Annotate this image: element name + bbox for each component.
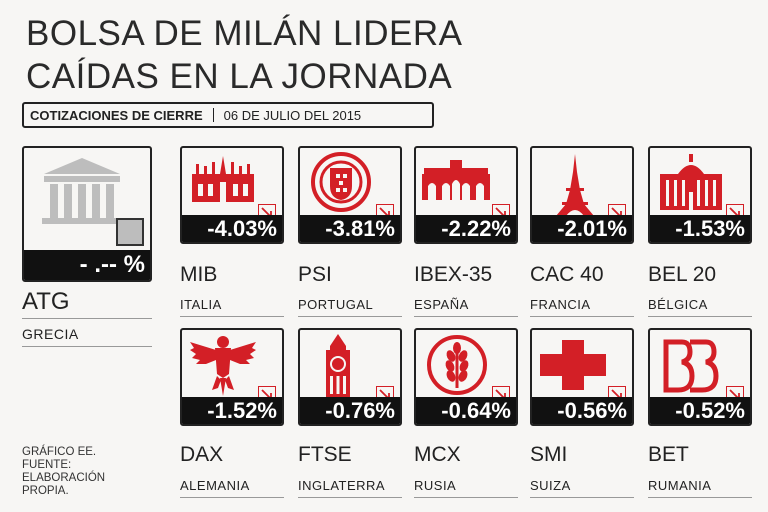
market-index-label: SMI [530,443,568,466]
portugal-shield-icon [311,152,371,212]
market-index-label: PSI [298,263,332,286]
market-card: -1.53% [648,146,752,244]
subheader: COTIZACIONES DE CIERRE 06 DE JULIO DEL 2… [22,102,434,128]
market-country: BÉLGICA [648,297,708,312]
atg-card: - .-- % [22,146,152,282]
divider [530,497,634,498]
subheader-label: COTIZACIONES DE CIERRE [30,107,203,123]
market-card: -1.52% [180,328,284,426]
divider [298,497,402,498]
market-card: -3.81% [298,146,402,244]
atg-change: - .-- % [24,250,150,280]
market-index-label: MIB [180,263,218,286]
divider [530,316,634,317]
credit-line: PROPIA. [22,485,69,497]
market-change: -4.03% [182,215,282,242]
divider [648,316,752,317]
source-credit: GRÁFICO EE. FUENTE: ELABORACIÓN PROPIA. [22,446,105,498]
divider [180,497,284,498]
market-card: -0.64% [414,328,518,426]
atg-country: GRECIA [22,326,79,342]
divider [22,346,152,347]
market-change: -1.52% [182,397,282,424]
subheader-date: 06 DE JULIO DEL 2015 [223,107,362,123]
belgian-palace-icon [660,154,722,210]
divider [414,316,518,317]
market-index-label: DAX [180,443,224,466]
german-eagle-icon [190,336,256,396]
market-country: RUMANIA [648,478,712,493]
market-change: -1.53% [650,215,750,242]
divider [298,316,402,317]
credit-line: FUENTE: [22,459,72,471]
title-line-1: BOLSA DE MILÁN LIDERA [26,14,463,53]
market-change: -3.81% [300,215,400,242]
market-change: -0.56% [532,397,632,424]
market-index-label: BET [648,443,689,466]
market-country: RUSIA [414,478,457,493]
divider [414,497,518,498]
neutral-indicator [116,218,144,246]
bet-logo-icon [663,339,719,393]
market-change: -2.22% [416,215,516,242]
market-index-label: BEL 20 [648,263,717,286]
market-index-label: FTSE [298,443,352,466]
credit-line: ELABORACIÓN [22,472,106,484]
market-country: SUIZA [530,478,571,493]
market-country: FRANCIA [530,297,591,312]
market-index-label: CAC 40 [530,263,604,286]
market-card: -4.03% [180,146,284,244]
divider [180,316,284,317]
big-ben-icon [326,334,350,398]
market-change: -0.64% [416,397,516,424]
title-line-2: CAÍDAS EN LA JORNADA [26,57,453,96]
market-country: ALEMANIA [180,478,250,493]
market-change: -2.01% [532,215,632,242]
market-country: ITALIA [180,297,222,312]
page-title: BOLSA DE MILÁN LIDERA CAÍDAS EN LA JORNA… [26,12,462,98]
divider [648,497,752,498]
credit-line: GRÁFICO EE. [22,446,97,458]
divider [22,318,152,319]
market-change: -0.52% [650,397,750,424]
eiffel-tower-icon [556,154,594,216]
market-index-label: IBEX-35 [414,263,493,286]
market-index-label: MCX [414,443,461,466]
market-country: ESPAÑA [414,297,469,312]
market-card: -2.22% [414,146,518,244]
wheat-emblem-icon [427,335,487,395]
market-card: -0.76% [298,328,402,426]
puerta-alcala-icon [422,160,490,200]
market-card: -0.52% [648,328,752,426]
market-card: -0.56% [530,328,634,426]
atg-index-label: ATG [22,288,70,315]
market-change: -0.76% [300,397,400,424]
market-card: -2.01% [530,146,634,244]
greek-temple-icon [42,158,122,224]
market-country: PORTUGAL [298,297,374,312]
swiss-cross-icon [540,340,606,390]
milan-cathedral-icon [192,156,254,202]
market-country: INGLATERRA [298,478,386,493]
subheader-divider [212,108,214,122]
